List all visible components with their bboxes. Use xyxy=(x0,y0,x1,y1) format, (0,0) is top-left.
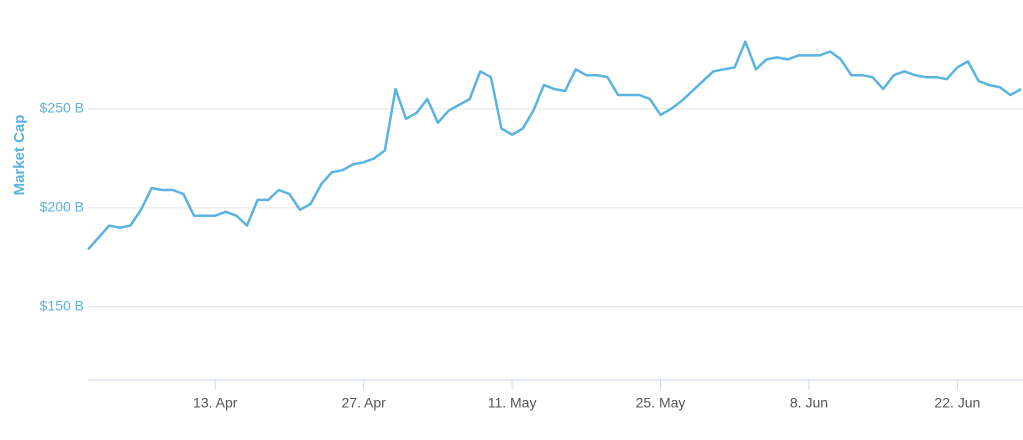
x-tick-label: 8. Jun xyxy=(790,395,828,411)
data-line xyxy=(87,40,1022,251)
y-tick-label: $200 B xyxy=(40,199,84,215)
y-tick-label: $150 B xyxy=(40,297,84,313)
y-axis-title: Market Cap xyxy=(11,115,28,196)
y-tick-label: $250 B xyxy=(40,100,84,116)
x-tick-label: 25. May xyxy=(636,395,686,411)
x-tick-label: 27. Apr xyxy=(341,395,386,411)
x-tick-label: 22. Jun xyxy=(934,395,980,411)
x-tick-label: 13. Apr xyxy=(193,395,238,411)
x-tick-label: 11. May xyxy=(488,395,537,411)
